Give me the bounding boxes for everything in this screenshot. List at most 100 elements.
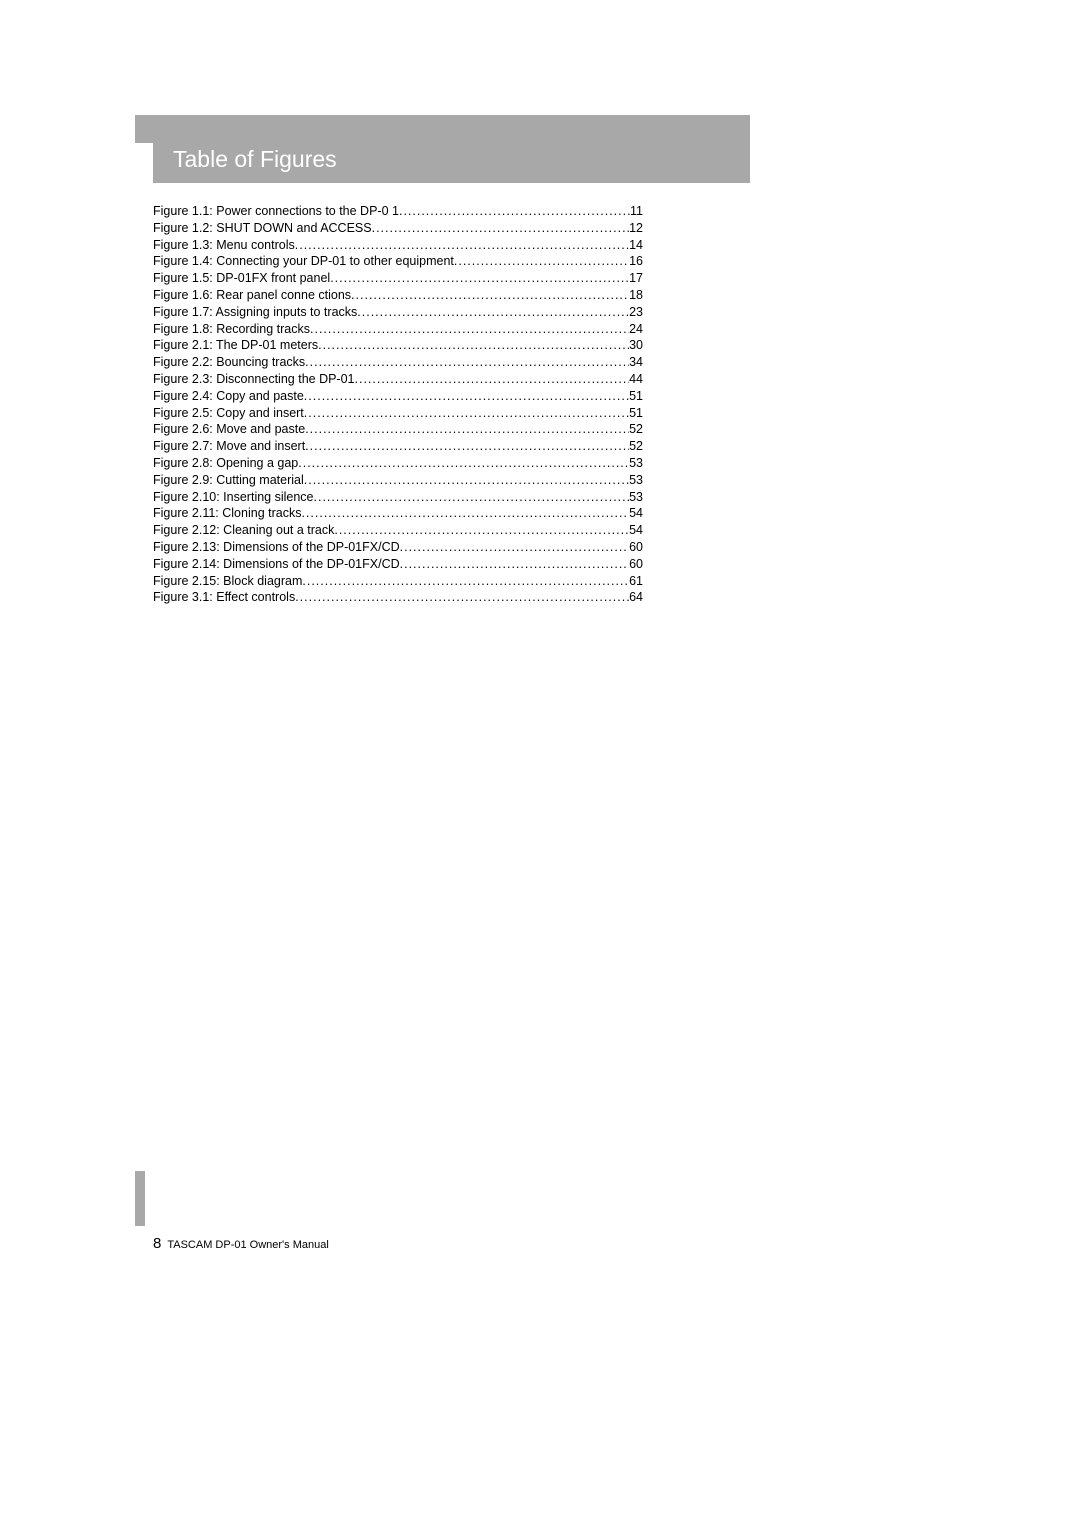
figure-entry: Figure 2.5: Copy and insert 51	[153, 405, 643, 422]
figure-entry: Figure 2.15: Block diagram 61	[153, 573, 643, 590]
figure-entry-label: Figure 2.10: Inserting silence	[153, 489, 314, 506]
leader-dots	[305, 421, 629, 438]
figure-entry-page: 52	[629, 421, 643, 438]
leader-dots	[304, 472, 629, 489]
figure-entry: Figure 1.4: Connecting your DP-01 to oth…	[153, 253, 643, 270]
leader-dots	[295, 589, 629, 606]
figure-entry-label: Figure 1.5: DP-01FX front panel	[153, 270, 330, 287]
figure-entry-label: Figure 2.5: Copy and insert	[153, 405, 304, 422]
side-tab	[135, 115, 153, 143]
leader-dots	[400, 556, 629, 573]
figure-entry-label: Figure 2.6: Move and paste	[153, 421, 305, 438]
figure-entry-page: 12	[629, 220, 643, 237]
figure-entry-label: Figure 2.11: Cloning tracks	[153, 505, 301, 522]
figures-list: Figure 1.1: Power connections to the DP-…	[153, 203, 643, 606]
figure-entry-page: 61	[629, 573, 643, 590]
figure-entry: Figure 1.3: Menu controls 14	[153, 237, 643, 254]
figure-entry-label: Figure 1.3: Menu controls	[153, 237, 295, 254]
footer-text: TASCAM DP-01 Owner's Manual	[167, 1239, 328, 1251]
figure-entry: Figure 2.6: Move and paste 52	[153, 421, 643, 438]
figure-entry-page: 11	[630, 203, 643, 220]
leader-dots	[400, 539, 629, 556]
figure-entry: Figure 1.7: Assigning inputs to tracks 2…	[153, 304, 643, 321]
figure-entry: Figure 1.8: Recording tracks 24	[153, 321, 643, 338]
figure-entry: Figure 2.4: Copy and paste 51	[153, 388, 643, 405]
figure-entry-page: 16	[629, 253, 643, 270]
figure-entry-page: 24	[629, 321, 643, 338]
figure-entry: Figure 1.1: Power connections to the DP-…	[153, 203, 643, 220]
figure-entry-page: 44	[629, 371, 643, 388]
leader-dots	[301, 505, 629, 522]
leader-dots	[295, 237, 629, 254]
figure-entry-page: 54	[629, 522, 643, 539]
figure-entry-label: Figure 2.12: Cleaning out a track	[153, 522, 334, 539]
figure-entry-label: Figure 2.7: Move and insert	[153, 438, 305, 455]
figure-entry-page: 53	[629, 489, 643, 506]
figure-entry: Figure 2.8: Opening a gap 53	[153, 455, 643, 472]
figure-entry-label: Figure 2.1: The DP-01 meters	[153, 337, 318, 354]
figure-entry-label: Figure 3.1: Effect controls	[153, 589, 295, 606]
figure-entry-label: Figure 1.2: SHUT DOWN and ACCESS	[153, 220, 372, 237]
figure-entry-label: Figure 1.4: Connecting your DP-01 to oth…	[153, 253, 454, 270]
leader-dots	[399, 203, 630, 220]
figure-entry-page: 53	[629, 455, 643, 472]
figure-entry: Figure 2.13: Dimensions of the DP-01FX/C…	[153, 539, 643, 556]
figure-entry-page: 60	[629, 539, 643, 556]
figure-entry-page: 52	[629, 438, 643, 455]
figure-entry-label: Figure 1.6: Rear panel conne ctions	[153, 287, 351, 304]
figure-entry: Figure 2.2: Bouncing tracks 34	[153, 354, 643, 371]
leader-dots	[372, 220, 630, 237]
figure-entry-label: Figure 2.3: Disconnecting the DP-01	[153, 371, 355, 388]
leader-dots	[330, 270, 629, 287]
leader-dots	[355, 371, 630, 388]
leader-dots	[310, 321, 629, 338]
figure-entry: Figure 1.2: SHUT DOWN and ACCESS 12	[153, 220, 643, 237]
leader-dots	[304, 388, 629, 405]
leader-dots	[351, 287, 629, 304]
leader-dots	[305, 438, 629, 455]
leader-dots	[298, 455, 629, 472]
figure-entry-page: 34	[629, 354, 643, 371]
figure-entry-page: 14	[629, 237, 643, 254]
figure-entry-page: 64	[629, 589, 643, 606]
leader-dots	[302, 573, 629, 590]
figure-entry: Figure 1.5: DP-01FX front panel 17	[153, 270, 643, 287]
figure-entry-label: Figure 1.1: Power connections to the DP-…	[153, 203, 399, 220]
leader-dots	[314, 489, 630, 506]
leader-dots	[305, 354, 629, 371]
figure-entry-label: Figure 2.9: Cutting material	[153, 472, 304, 489]
figure-entry-label: Figure 2.13: Dimensions of the DP-01FX/C…	[153, 539, 400, 556]
figure-entry-page: 60	[629, 556, 643, 573]
figure-entry-page: 17	[629, 270, 643, 287]
leader-dots	[318, 337, 629, 354]
figure-entry: Figure 2.1: The DP-01 meters 30	[153, 337, 643, 354]
figure-entry: Figure 2.11: Cloning tracks 54	[153, 505, 643, 522]
figure-entry-page: 51	[629, 388, 643, 405]
figure-entry-label: Figure 1.8: Recording tracks	[153, 321, 310, 338]
figure-entry: Figure 2.9: Cutting material 53	[153, 472, 643, 489]
figure-entry: Figure 2.12: Cleaning out a track 54	[153, 522, 643, 539]
figure-entry: Figure 2.14: Dimensions of the DP-01FX/C…	[153, 556, 643, 573]
footer-page-number: 8	[153, 1235, 161, 1252]
figure-entry: Figure 1.6: Rear panel conne ctions 18	[153, 287, 643, 304]
figure-entry-label: Figure 2.2: Bouncing tracks	[153, 354, 305, 371]
figure-entry-page: 54	[629, 505, 643, 522]
figure-entry-label: Figure 2.8: Opening a gap	[153, 455, 298, 472]
figure-entry-page: 53	[629, 472, 643, 489]
figure-entry-page: 30	[629, 337, 643, 354]
figure-entry-label: Figure 2.15: Block diagram	[153, 573, 302, 590]
footer: 8 TASCAM DP-01 Owner's Manual	[135, 1193, 329, 1252]
figure-entry-label: Figure 1.7: Assigning inputs to tracks	[153, 304, 357, 321]
figure-entry: Figure 2.10: Inserting silence 53	[153, 489, 643, 506]
footer-bar	[135, 1171, 145, 1226]
leader-dots	[334, 522, 629, 539]
figure-entry: Figure 2.3: Disconnecting the DP-01 44	[153, 371, 643, 388]
header-bar: Table of Figures	[153, 115, 750, 183]
leader-dots	[454, 253, 629, 270]
figure-entry-page: 23	[629, 304, 643, 321]
figure-entry-page: 18	[629, 287, 643, 304]
figure-entry-label: Figure 2.4: Copy and paste	[153, 388, 304, 405]
figure-entry: Figure 2.7: Move and insert 52	[153, 438, 643, 455]
figure-entry: Figure 3.1: Effect controls 64	[153, 589, 643, 606]
leader-dots	[357, 304, 629, 321]
